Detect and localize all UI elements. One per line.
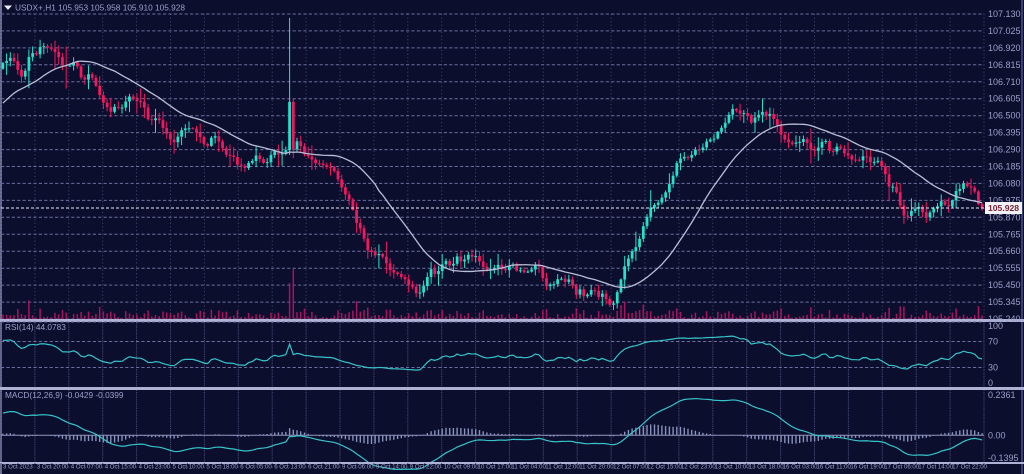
svg-text:4 Oct 15:00: 4 Oct 15:00 [105, 464, 137, 471]
svg-text:105.660: 105.660 [988, 246, 1021, 256]
svg-text:USDX+,H1 105.953 105.958 1: USDX+,H1 105.953 105.958 105.910 105.928 [15, 3, 185, 13]
svg-text:0.00: 0.00 [988, 430, 1006, 440]
svg-text:RSI(14) 44.0783: RSI(14) 44.0783 [5, 322, 66, 332]
svg-text:17 Oct 06:00: 17 Oct 06:00 [884, 464, 920, 471]
svg-text:0.2361: 0.2361 [988, 390, 1016, 400]
svg-text:6 Oct 21:00: 6 Oct 21:00 [308, 464, 340, 471]
svg-text:105.765: 105.765 [988, 229, 1021, 239]
svg-text:16 Oct 19:00: 16 Oct 19:00 [850, 464, 886, 471]
svg-text:4 Oct 07:00: 4 Oct 07:00 [71, 464, 103, 471]
svg-text:13 Oct 10:00: 13 Oct 10:00 [715, 464, 751, 471]
svg-text:4 Oct 23:00: 4 Oct 23:00 [139, 464, 171, 471]
svg-text:9 Oct 14:00: 9 Oct 14:00 [376, 464, 408, 471]
svg-text:106.290: 106.290 [988, 145, 1021, 155]
svg-text:70: 70 [988, 337, 998, 347]
svg-text:6 Oct 05:00: 6 Oct 05:00 [240, 464, 272, 471]
svg-text:3 Oct 20:00: 3 Oct 20:00 [37, 464, 69, 471]
svg-text:106.500: 106.500 [988, 111, 1021, 121]
svg-text:11 Oct 12:00: 11 Oct 12:00 [545, 464, 580, 471]
svg-text:5 Oct 10:00: 5 Oct 10:00 [173, 464, 205, 471]
svg-text:106.710: 106.710 [988, 77, 1021, 87]
svg-text:12 Oct 15:00: 12 Oct 15:00 [647, 464, 683, 471]
svg-text:100: 100 [988, 321, 1003, 331]
svg-text:16 Oct 11:00: 16 Oct 11:00 [817, 464, 852, 471]
svg-text:105.928: 105.928 [988, 203, 1019, 213]
svg-text:6 Oct 13:00: 6 Oct 13:00 [274, 464, 306, 471]
svg-text:107.025: 107.025 [988, 26, 1021, 36]
svg-text:12 Oct 07:00: 12 Oct 07:00 [613, 464, 649, 471]
svg-text:9 Oct 22:00: 9 Oct 22:00 [410, 464, 442, 471]
svg-text:107.130: 107.130 [988, 9, 1021, 19]
svg-text:10 Oct 17:00: 10 Oct 17:00 [478, 464, 514, 471]
svg-text:0: 0 [988, 378, 993, 388]
svg-text:-0.1395: -0.1395 [988, 453, 1019, 463]
svg-text:11 Oct 20:00: 11 Oct 20:00 [579, 464, 614, 471]
svg-text:30: 30 [988, 363, 998, 373]
svg-text:106.920: 106.920 [988, 43, 1021, 53]
svg-text:5 Oct 18:00: 5 Oct 18:00 [206, 464, 238, 471]
svg-text:10 Oct 09:00: 10 Oct 09:00 [444, 464, 480, 471]
svg-text:105.555: 105.555 [988, 263, 1021, 273]
svg-text:17 Oct 14:00: 17 Oct 14:00 [918, 464, 954, 471]
svg-text:13 Oct 18:00: 13 Oct 18:00 [749, 464, 785, 471]
svg-text:105.450: 105.450 [988, 280, 1021, 290]
svg-text:9 Oct 06:00: 9 Oct 06:00 [342, 464, 374, 471]
svg-text:105.345: 105.345 [988, 297, 1021, 307]
svg-text:MACD(12,26,9) -0.0429 -0.039: MACD(12,26,9) -0.0429 -0.0399 [5, 390, 124, 400]
svg-text:12 Oct 23:00: 12 Oct 23:00 [681, 464, 717, 471]
svg-text:106.395: 106.395 [988, 128, 1021, 138]
svg-text:106.815: 106.815 [988, 60, 1021, 70]
svg-text:106.605: 106.605 [988, 94, 1021, 104]
svg-text:16 Oct 03:00: 16 Oct 03:00 [783, 464, 819, 471]
svg-text:106.185: 106.185 [988, 162, 1021, 172]
svg-text:17 Oct 22:00: 17 Oct 22:00 [952, 464, 988, 471]
svg-text:11 Oct 04:00: 11 Oct 04:00 [511, 464, 546, 471]
svg-text:106.080: 106.080 [988, 178, 1021, 188]
